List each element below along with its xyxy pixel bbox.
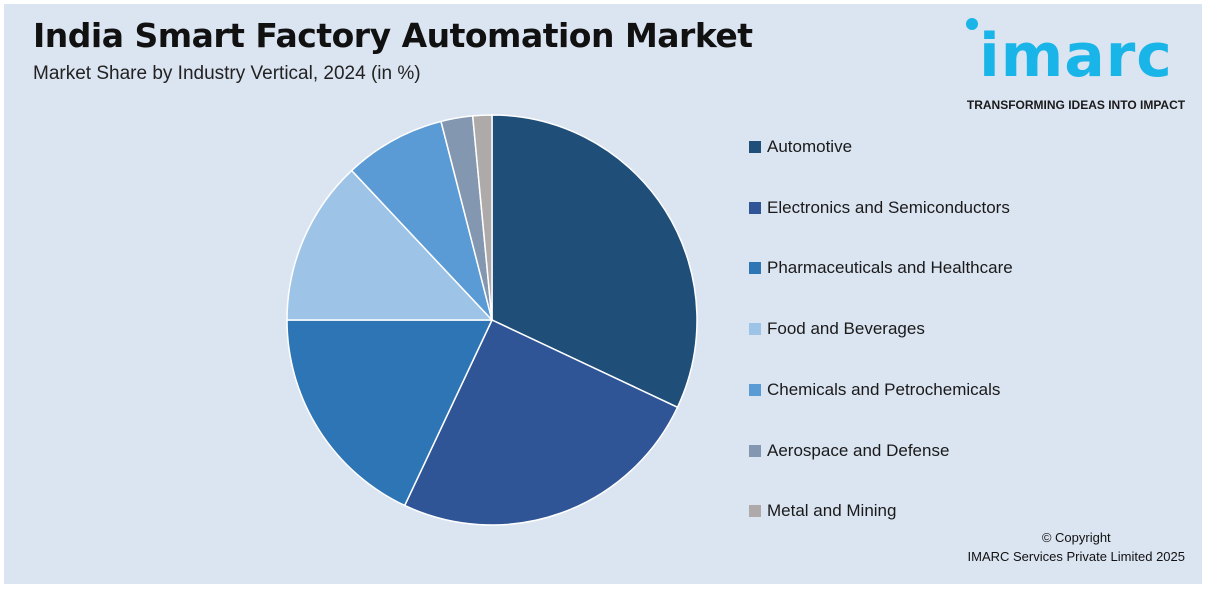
legend-label: Aerospace and Defense (767, 440, 950, 460)
copyright-line-1: © Copyright (1041, 530, 1111, 545)
legend-swatch (749, 262, 761, 275)
copyright-notice: © Copyright IMARC Services Private Limit… (968, 528, 1185, 566)
legend-swatch (749, 323, 761, 336)
legend-item-pharmaceuticals-and-healthcare: Pharmaceuticals and Healthcare (749, 256, 1013, 280)
chart-legend: Automotive Electronics and Semiconductors… (749, 0, 1149, 595)
pie-slice-metal-and-mining (471, 114, 493, 321)
pie-slice-electronics-and-semiconductors (403, 319, 679, 526)
pie-slice-chemicals-and-petrochemicals (350, 120, 493, 321)
pie-slice-pharmaceuticals-and-healthcare (286, 319, 494, 507)
legend-swatch (749, 383, 761, 396)
legend-label: Pharmaceuticals and Healthcare (767, 258, 1013, 278)
chart-title: India Smart Factory Automation Market (33, 16, 753, 55)
legend-item-metal-and-mining: Metal and Mining (749, 499, 896, 523)
legend-label: Automotive (767, 137, 853, 156)
legend-item-chemicals-and-petrochemicals: Chemicals and Petrochemicals (749, 378, 1000, 402)
legend-swatch (749, 505, 761, 518)
legend-label: Food and Beverages (767, 319, 925, 339)
logo-wordmark: imarc (979, 21, 1173, 91)
legend-item-food-and-beverages: Food and Beverages (749, 317, 925, 341)
copyright-line-2: IMARC Services Private Limited 2025 (967, 549, 1185, 564)
chart-subtitle: Market Share by Industry Vertical, 2024 … (33, 63, 421, 84)
legend-label: Electronics and Semiconductors (767, 197, 1010, 217)
legend-item-aerospace-and-defense: Aerospace and Defense (749, 439, 949, 463)
legend-swatch (749, 141, 761, 153)
pie-svg (286, 114, 698, 526)
logo-tagline: TRANSFORMING IDEAS INTO IMPACT (966, 98, 1186, 112)
legend-swatch (749, 201, 761, 214)
pie-chart (280, 108, 704, 532)
legend-swatch (749, 444, 761, 457)
imarc-logo: imarc TRANSFORMING IDEAS INTO IMPACT (958, 14, 1194, 116)
pie-slice-food-and-beverages (286, 169, 494, 321)
pie-slice-automotive (491, 114, 698, 409)
legend-item-automotive: Automotive (749, 135, 852, 159)
legend-label: Chemicals and Petrochemicals (767, 379, 1001, 399)
legend-item-electronics-and-semiconductors: Electronics and Semiconductors (749, 196, 1010, 220)
legend-label: Metal and Mining (767, 501, 897, 521)
logo-dot (966, 18, 978, 30)
